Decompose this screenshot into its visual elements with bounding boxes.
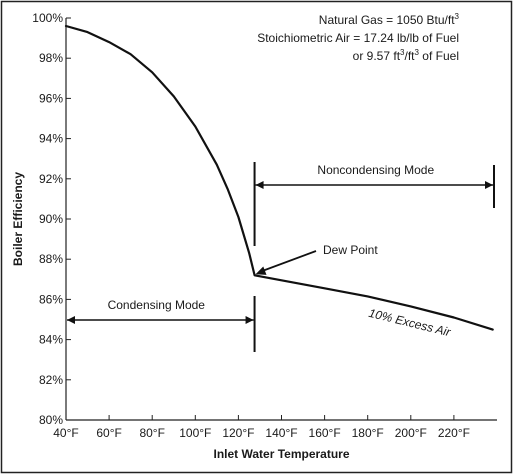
x-tick-label: 140°F bbox=[265, 426, 297, 440]
dew-point-arrow-shaft bbox=[261, 250, 317, 273]
axes: Inlet Water Temperature Boiler Efficiency bbox=[11, 18, 497, 461]
note-line: or 9.57 ft3​/ft3​ of Fuel bbox=[353, 48, 459, 63]
y-tick-label: 100% bbox=[32, 11, 63, 25]
dew-point-arrow-head bbox=[255, 266, 267, 275]
y-tick-label: 98% bbox=[39, 51, 63, 65]
y-tick-label: 88% bbox=[39, 252, 63, 266]
x-tick-label: 220°F bbox=[438, 426, 470, 440]
note-line: Natural Gas = 1050 Btu/ft3​ bbox=[319, 12, 460, 27]
x-tick-label: 180°F bbox=[352, 426, 384, 440]
x-tick-label: 200°F bbox=[395, 426, 427, 440]
curve-label: 10% Excess Air bbox=[367, 306, 452, 340]
condensing-label: Condensing Mode bbox=[108, 298, 206, 312]
x-tick-label: 40°F bbox=[53, 426, 78, 440]
x-tick-label: 120°F bbox=[222, 426, 254, 440]
y-tick-label: 84% bbox=[39, 333, 63, 347]
annotations: 10% Excess Air Noncondensing Mode Condensi… bbox=[67, 162, 495, 352]
x-tick-label: 100°F bbox=[179, 426, 211, 440]
y-tick-label: 92% bbox=[39, 172, 63, 186]
condensing-arrow-head-end bbox=[245, 316, 254, 324]
noncondensing-arrow-head-start bbox=[255, 181, 264, 189]
condensing-arrow-head-start bbox=[67, 316, 75, 324]
notes-block: Natural Gas = 1050 Btu/ft3​ Stoichiometri… bbox=[257, 12, 459, 63]
series bbox=[64, 24, 494, 331]
y-tick-label: 94% bbox=[39, 132, 63, 146]
y-axis-title: Boiler Efficiency bbox=[11, 172, 25, 266]
x-tick-label: 160°F bbox=[309, 426, 341, 440]
y-tick-label: 80% bbox=[39, 413, 63, 427]
y-tick-label: 82% bbox=[39, 373, 63, 387]
note-line: Stoichiometric Air = 17.24 lb/lb of Fuel bbox=[257, 31, 459, 45]
y-tick-label: 90% bbox=[39, 212, 63, 226]
ticks: 80% 82% 84% 86% 88% 90% 92% 94% 96% 98% 100% 40°F 60… bbox=[32, 11, 470, 440]
noncondensing-label: Noncondensing Mode bbox=[317, 163, 434, 177]
dew-point-label: Dew Point bbox=[323, 243, 378, 257]
x-tick-label: 80°F bbox=[139, 426, 164, 440]
x-tick-label: 60°F bbox=[96, 426, 121, 440]
y-tick-label: 86% bbox=[39, 292, 63, 306]
efficiency-curve bbox=[64, 24, 494, 331]
x-axis-title: Inlet Water Temperature bbox=[213, 447, 349, 461]
noncondensing-arrow-head-end bbox=[485, 181, 493, 189]
y-tick-label: 96% bbox=[39, 91, 63, 105]
